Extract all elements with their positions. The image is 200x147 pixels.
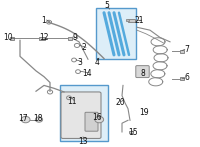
- Circle shape: [95, 116, 104, 123]
- Text: 13: 13: [78, 137, 88, 146]
- Text: 5: 5: [105, 1, 109, 10]
- Circle shape: [21, 116, 30, 123]
- Bar: [96, 8, 136, 59]
- Bar: [39, 37, 45, 40]
- Bar: [68, 37, 72, 40]
- Bar: [180, 77, 184, 80]
- Text: 12: 12: [39, 33, 49, 42]
- Bar: [10, 37, 14, 40]
- Text: 14: 14: [82, 69, 92, 78]
- Text: 4: 4: [95, 58, 99, 67]
- Text: 1: 1: [42, 15, 46, 25]
- FancyBboxPatch shape: [61, 92, 101, 138]
- Text: 18: 18: [33, 114, 43, 123]
- Text: 20: 20: [115, 98, 125, 107]
- Text: 7: 7: [185, 45, 189, 54]
- Bar: [126, 19, 129, 21]
- Bar: [180, 50, 184, 53]
- Bar: [128, 19, 135, 22]
- Text: 3: 3: [78, 58, 82, 67]
- Text: 11: 11: [67, 97, 77, 106]
- Text: 9: 9: [73, 33, 77, 42]
- FancyBboxPatch shape: [136, 66, 149, 78]
- Bar: [60, 85, 108, 141]
- Text: 2: 2: [82, 43, 86, 52]
- Text: 8: 8: [141, 69, 145, 78]
- FancyBboxPatch shape: [85, 112, 98, 131]
- Text: 19: 19: [139, 108, 149, 117]
- Text: 17: 17: [18, 114, 28, 123]
- Text: 16: 16: [92, 113, 102, 122]
- Text: 10: 10: [3, 33, 13, 42]
- Text: 15: 15: [128, 128, 138, 137]
- Text: 21: 21: [134, 15, 144, 25]
- Bar: [129, 131, 133, 133]
- Circle shape: [35, 117, 43, 122]
- Text: 6: 6: [185, 73, 189, 82]
